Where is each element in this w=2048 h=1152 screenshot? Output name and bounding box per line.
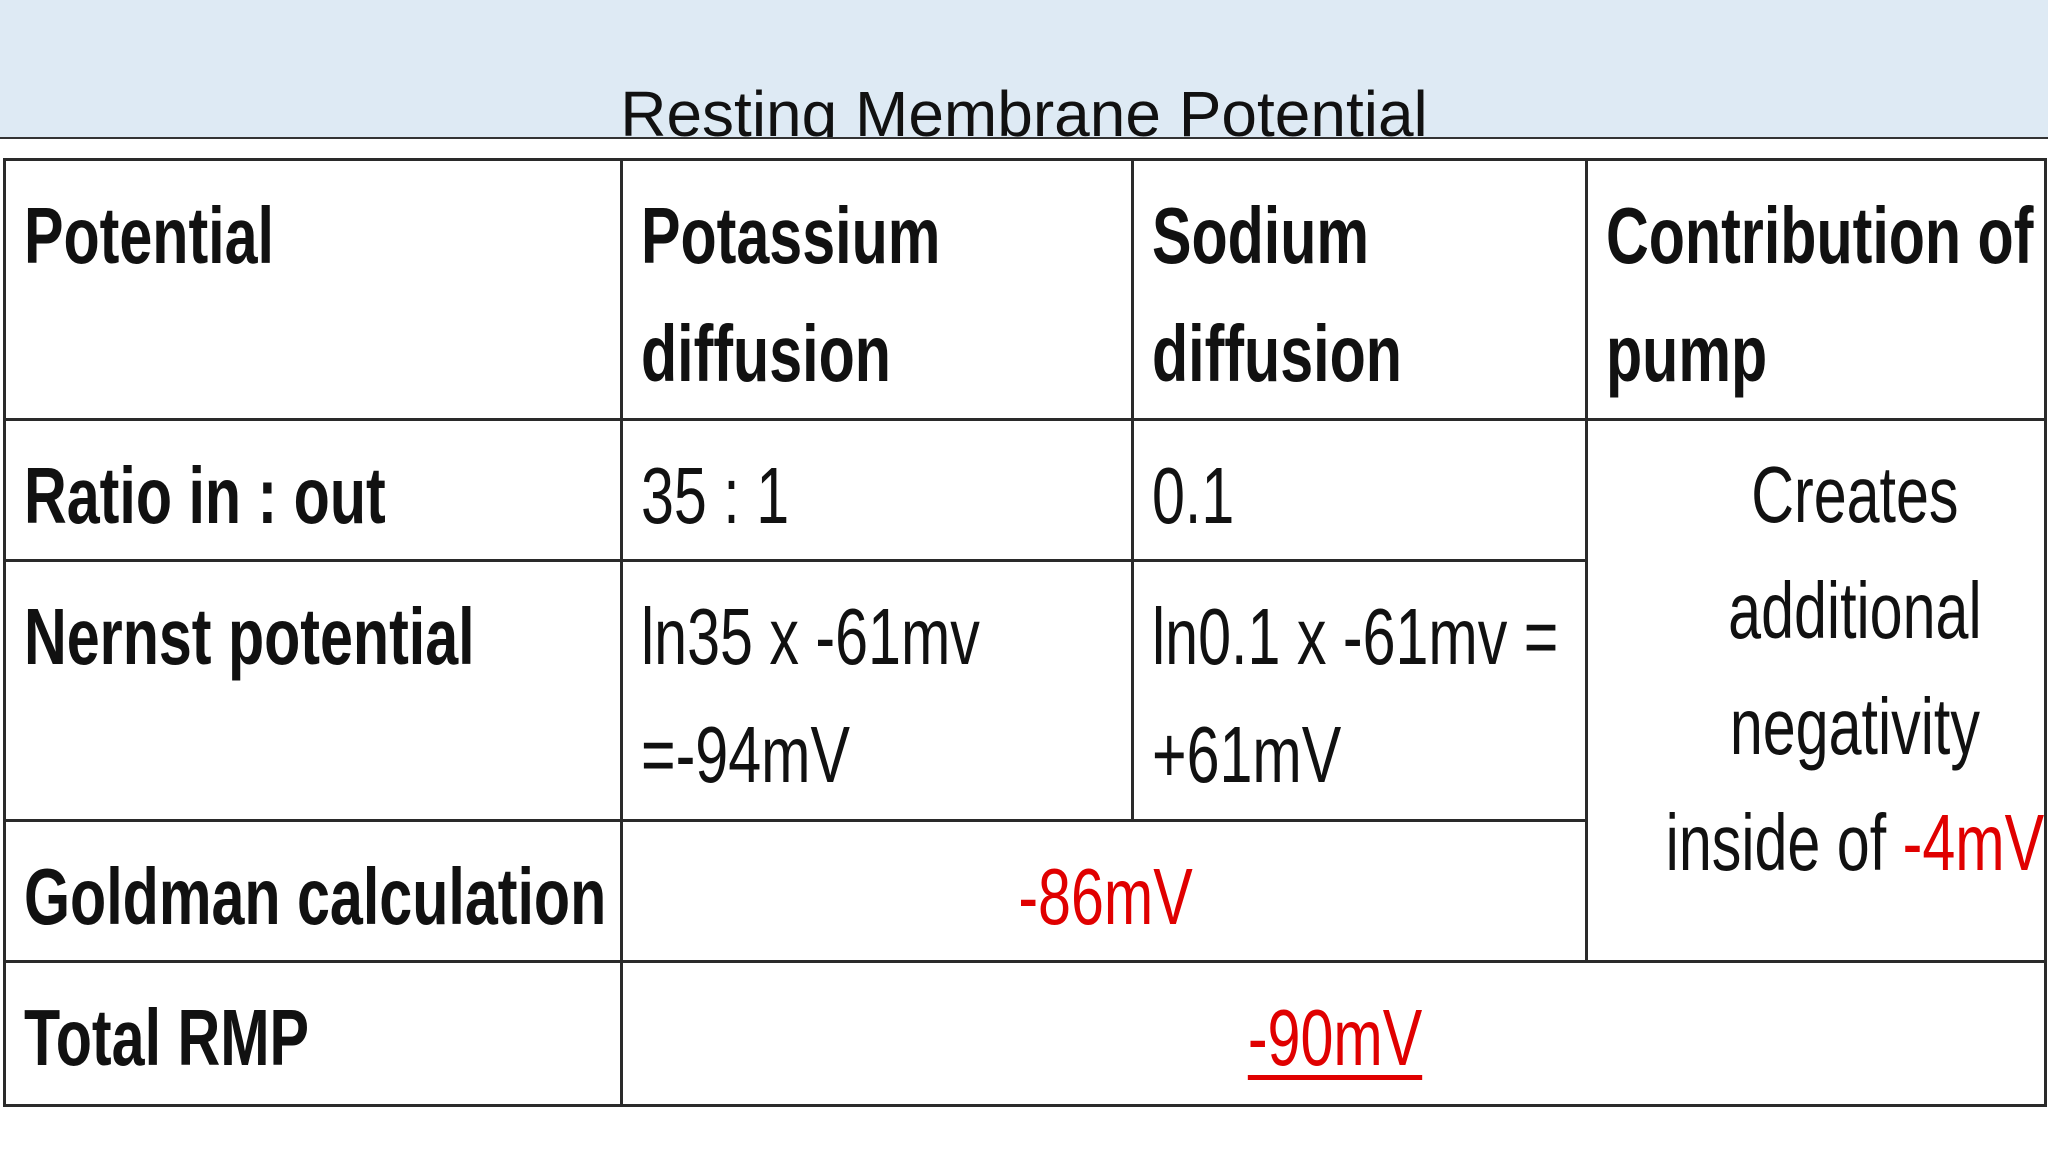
table-cell: Potassium diffusion	[620, 158, 1134, 421]
cell-text: Potential	[24, 191, 274, 280]
cell-text: ln35 x -61mv =-94mV	[641, 592, 980, 799]
table-cell: Contribution of pump	[1585, 158, 2047, 421]
table-cell: Total RMP	[3, 960, 623, 1107]
cell-text: Potassium diffusion	[641, 191, 941, 398]
table-cell: 0.1	[1131, 418, 1588, 562]
header-band: Resting Membrane Potential	[0, 0, 2048, 139]
slide-title: Resting Membrane Potential	[620, 78, 1428, 139]
table-cell: -90mV	[620, 960, 2047, 1107]
pump-value: -4mV	[1902, 798, 2045, 887]
table-cell: Potential	[3, 158, 623, 421]
cell-text: 0.1	[1152, 451, 1235, 540]
cell-text: Contribution of pump	[1606, 191, 2034, 398]
cell-text: -86mV	[1018, 852, 1193, 941]
table-cell: Goldman calculation	[3, 819, 623, 963]
table-cell: ln35 x -61mv =-94mV	[620, 559, 1134, 822]
table-cell: -86mV	[620, 819, 1588, 963]
cell-text: Sodium diffusion	[1152, 191, 1402, 398]
cell-text: 35 : 1	[641, 451, 790, 540]
table-cell: Creates additional negativity inside of …	[1585, 418, 2047, 963]
cell-text: Ratio in : out	[24, 451, 386, 540]
cell-text: Total RMP	[24, 993, 310, 1082]
table-cell: 35 : 1	[620, 418, 1134, 562]
table-cell: Sodium diffusion	[1131, 158, 1588, 421]
cell-text: Goldman calculation	[24, 852, 607, 941]
table-cell: Nernst potential	[3, 559, 623, 822]
pump-text: Creates additional negativity inside of	[1665, 450, 1982, 887]
cell-text: ln0.1 x -61mv = +61mV	[1152, 592, 1559, 799]
cell-text: Nernst potential	[24, 592, 475, 681]
cell-text: -90mV	[1247, 993, 1423, 1082]
table-cell: Ratio in : out	[3, 418, 623, 562]
pump-note: Creates additional negativity inside of …	[1648, 437, 2044, 901]
pump-note-inner: Creates additional negativity inside of …	[1648, 437, 2045, 901]
table-cell: ln0.1 x -61mv = +61mV	[1131, 559, 1588, 822]
